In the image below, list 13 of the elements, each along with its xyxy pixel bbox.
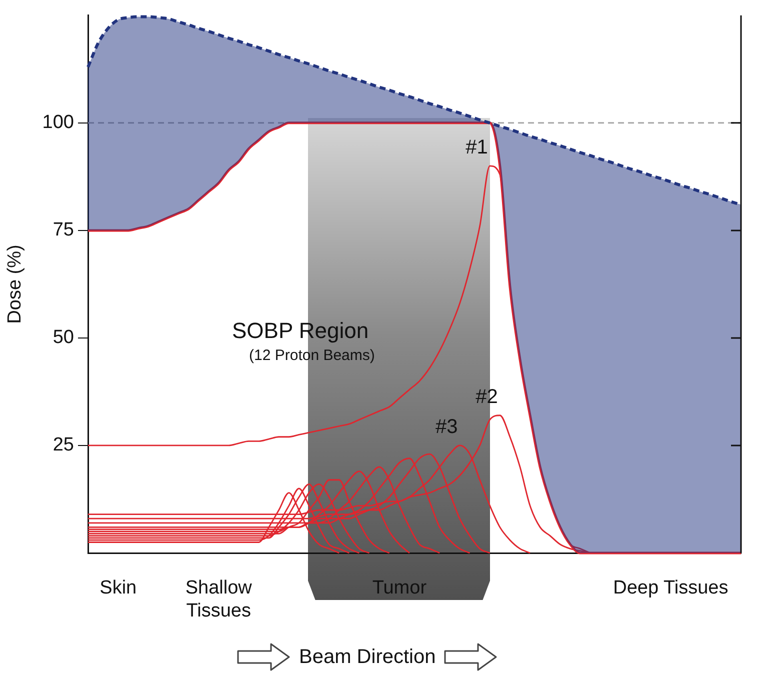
x-tick-label: Shallow Tissues xyxy=(185,578,252,622)
y-tick-label: 75 xyxy=(52,220,74,241)
y-tick-label: 25 xyxy=(52,434,74,456)
x-tick-label: Skin xyxy=(100,578,137,599)
series-label: #3 xyxy=(435,416,458,438)
text: Beam Direction xyxy=(299,646,436,668)
y-tick-label: 50 xyxy=(52,327,74,348)
x-tick-label: Deep Tissues xyxy=(613,578,728,599)
y-axis-title: Dose (%) xyxy=(4,244,26,324)
x-tick-label: Tumor xyxy=(372,578,428,599)
y-tick-label: 100 xyxy=(42,112,74,134)
annotation: (12 Proton Beams) xyxy=(249,347,375,364)
series-label: #1 xyxy=(466,136,488,158)
